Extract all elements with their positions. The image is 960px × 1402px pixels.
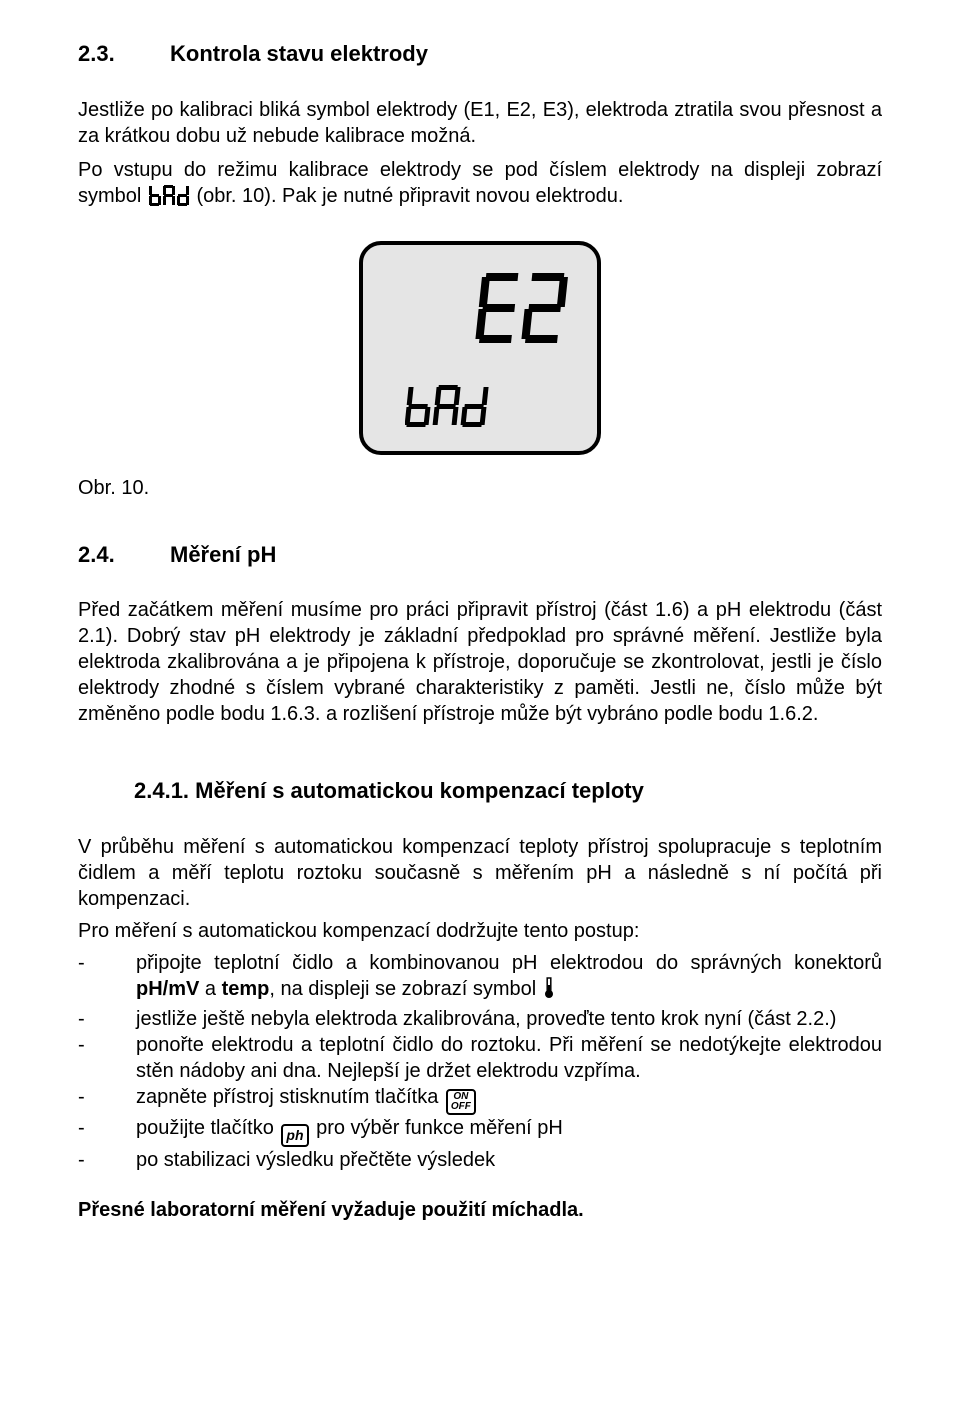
text-bold: temp: [222, 978, 270, 1000]
list-item-body: ponořte elektrodu a teplotní čidlo do ro…: [136, 1032, 882, 1084]
lcd-display: [359, 241, 601, 455]
heading-num: 2.4.: [78, 541, 170, 570]
bad-symbol-icon: [149, 185, 189, 213]
list-item-body: zapněte přístroj stisknutím tlačítka ONO…: [136, 1084, 882, 1115]
heading-2-3: 2.3.Kontrola stavu elektrody: [78, 40, 882, 69]
list-item-body: použijte tlačítko ph pro výběr funkce mě…: [136, 1115, 882, 1147]
text: použijte tlačítko: [136, 1117, 279, 1139]
list-item-body: jestliže ještě nebyla elektroda zkalibro…: [136, 1006, 882, 1032]
text: pro výběr funkce měření pH: [311, 1117, 563, 1139]
bullet: -: [78, 1115, 136, 1147]
text: , na displeji se zobrazí symbol: [269, 978, 541, 1000]
paragraph: Před začátkem měření musíme pro práci př…: [78, 597, 882, 727]
heading-title: Kontrola stavu elektrody: [170, 41, 428, 66]
text-bold: pH/mV: [136, 978, 199, 1000]
list-item: - zapněte přístroj stisknutím tlačítka O…: [78, 1084, 882, 1115]
lcd-main-value: [475, 267, 571, 349]
list-item: - použijte tlačítko ph pro výběr funkce …: [78, 1115, 882, 1147]
heading-2-4-1: 2.4.1. Měření s automatickou kompenzací …: [78, 777, 882, 806]
bullet: -: [78, 1032, 136, 1084]
paragraph: Pro měření s automatickou kompenzací dod…: [78, 918, 882, 944]
instruction-list: - připojte teplotní čidlo a kombinovanou…: [78, 950, 882, 1173]
paragraph: Po vstupu do režimu kalibrace elektrody …: [78, 157, 882, 213]
final-note: Přesné laboratorní měření vyžaduje použi…: [78, 1197, 882, 1223]
text: (obr. 10). Pak je nutné připravit novou …: [191, 185, 623, 207]
list-item-body: po stabilizaci výsledku přečtěte výslede…: [136, 1147, 882, 1173]
paragraph: V průběhu měření s automatickou kompenza…: [78, 834, 882, 912]
heading-num: 2.4.1.: [134, 778, 189, 803]
heading-title: Měření s automatickou kompenzací teploty: [195, 778, 644, 803]
list-item: - po stabilizaci výsledku přečtěte výsle…: [78, 1147, 882, 1173]
bullet: -: [78, 1006, 136, 1032]
on-off-button-icon: ONOFF: [446, 1089, 476, 1115]
figure-caption: Obr. 10.: [78, 475, 882, 501]
paragraph: Jestliže po kalibraci bliká symbol elekt…: [78, 97, 882, 149]
bullet: -: [78, 1147, 136, 1173]
list-item: - připojte teplotní čidlo a kombinovanou…: [78, 950, 882, 1006]
list-item: - ponořte elektrodu a teplotní čidlo do …: [78, 1032, 882, 1084]
text: zapněte přístroj stisknutím tlačítka: [136, 1086, 444, 1108]
heading-title: Měření pH: [170, 542, 276, 567]
heading-num: 2.3.: [78, 40, 170, 69]
list-item-body: připojte teplotní čidlo a kombinovanou p…: [136, 950, 882, 1006]
thermometer-icon: [544, 977, 554, 1006]
list-item: - jestliže ještě nebyla elektroda zkalib…: [78, 1006, 882, 1032]
lcd-figure: [78, 241, 882, 455]
bullet: -: [78, 950, 136, 1006]
bullet: -: [78, 1084, 136, 1115]
ph-button-icon: ph: [281, 1124, 308, 1147]
lcd-status-value: [405, 383, 491, 429]
text: připojte teplotní čidlo a kombinovanou p…: [136, 952, 882, 974]
text: a: [199, 978, 221, 1000]
heading-2-4: 2.4.Měření pH: [78, 541, 882, 570]
